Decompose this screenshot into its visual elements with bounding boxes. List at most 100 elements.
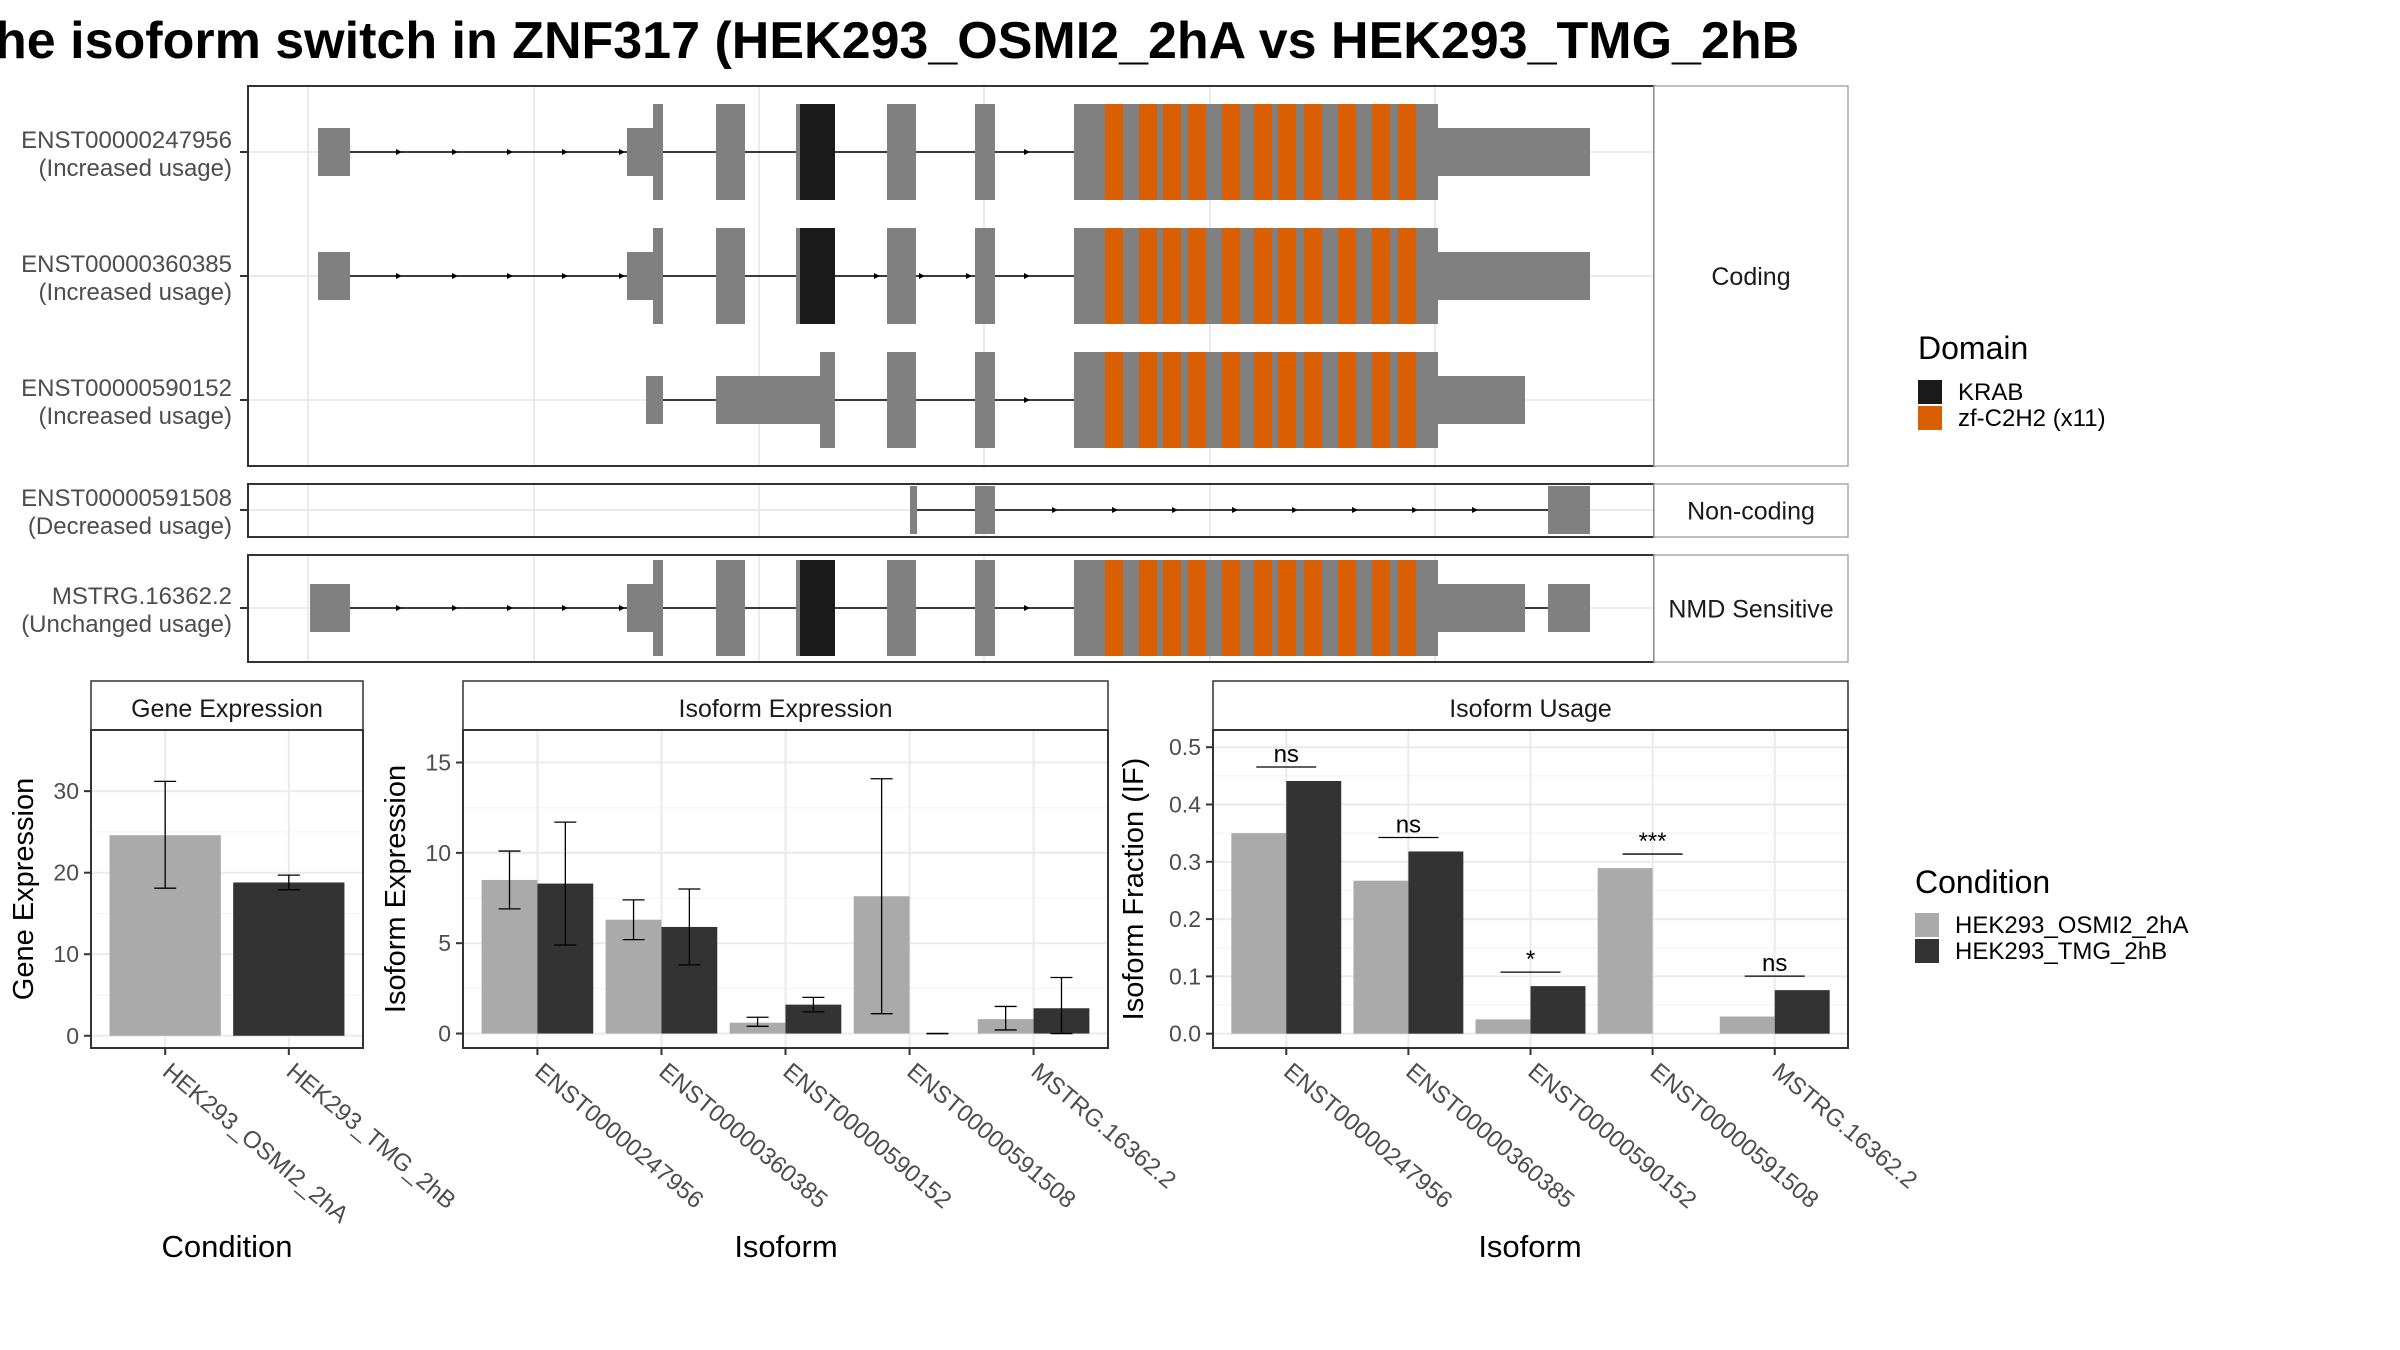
exon bbox=[627, 128, 655, 176]
zf-c2h2-domain bbox=[1163, 228, 1181, 324]
zf-c2h2-domain bbox=[1139, 104, 1157, 200]
exon bbox=[318, 252, 350, 300]
condition-legend-title: Condition bbox=[1915, 864, 2050, 900]
zf-c2h2-domain bbox=[1163, 104, 1181, 200]
legend-label: HEK293_TMG_2hB bbox=[1955, 938, 2167, 965]
facet-label: NMD Sensitive bbox=[1668, 596, 1833, 624]
transcript-usage-label: (Increased usage) bbox=[39, 279, 232, 306]
transcript-id-label: ENST00000590152 bbox=[21, 375, 232, 402]
exon bbox=[820, 352, 835, 448]
legend-swatch bbox=[1918, 380, 1942, 404]
legend-label: KRAB bbox=[1958, 379, 2023, 406]
exon bbox=[1438, 128, 1590, 176]
krab-domain bbox=[800, 560, 835, 656]
exon bbox=[975, 352, 995, 448]
bar bbox=[1774, 990, 1830, 1034]
exon bbox=[910, 486, 917, 534]
y-axis-title: Isoform Fraction (IF) bbox=[1118, 758, 1150, 1021]
zf-c2h2-domain bbox=[1254, 352, 1272, 448]
exon bbox=[653, 560, 663, 656]
zf-c2h2-domain bbox=[1188, 228, 1206, 324]
significance-label: ns bbox=[1762, 950, 1787, 977]
zf-c2h2-domain bbox=[1338, 228, 1356, 324]
direction-arrow bbox=[507, 149, 513, 155]
direction-arrow bbox=[1024, 397, 1030, 403]
y-tick-label: 0 bbox=[438, 1021, 451, 1047]
bar bbox=[1597, 868, 1653, 1034]
direction-arrow bbox=[452, 149, 458, 155]
zf-c2h2-domain bbox=[1338, 104, 1356, 200]
direction-arrow bbox=[396, 149, 402, 155]
exon bbox=[1548, 584, 1590, 632]
exon bbox=[975, 560, 995, 656]
direction-arrow bbox=[507, 605, 513, 611]
transcript-usage-label: (Increased usage) bbox=[39, 403, 232, 430]
zf-c2h2-domain bbox=[1304, 352, 1322, 448]
exon bbox=[716, 228, 745, 324]
zf-c2h2-domain bbox=[1278, 352, 1296, 448]
zf-c2h2-domain bbox=[1188, 352, 1206, 448]
y-tick-label: 0.4 bbox=[1169, 791, 1201, 817]
transcript-usage-label: (Decreased usage) bbox=[28, 513, 232, 540]
exon bbox=[653, 104, 663, 200]
y-tick-label: 0.2 bbox=[1169, 906, 1201, 932]
legend-label: zf-C2H2 (x11) bbox=[1958, 405, 2106, 432]
direction-arrow bbox=[619, 149, 625, 155]
direction-arrow bbox=[874, 273, 880, 279]
significance-label: ns bbox=[1396, 811, 1421, 838]
exon bbox=[887, 352, 916, 448]
y-axis-title: Isoform Expression bbox=[380, 765, 412, 1013]
direction-arrow bbox=[1292, 507, 1298, 513]
transcript-ENST00000590152 bbox=[646, 352, 1525, 448]
zf-c2h2-domain bbox=[1278, 228, 1296, 324]
bar bbox=[1719, 1016, 1775, 1034]
chart-isoform-usage: Isoform Usagensns****ns0.00.10.20.30.40.… bbox=[1118, 680, 1922, 1264]
y-tick-label: 10 bbox=[425, 840, 451, 866]
zf-c2h2-domain bbox=[1398, 104, 1416, 200]
legend-label: HEK293_OSMI2_2hA bbox=[1955, 912, 2188, 939]
exon bbox=[1438, 252, 1590, 300]
panel-border bbox=[90, 729, 364, 1049]
facet-strip bbox=[462, 680, 1109, 731]
exon bbox=[627, 584, 655, 632]
facet-strip bbox=[1653, 554, 1849, 663]
exon bbox=[1548, 486, 1590, 534]
transcript-id-label: ENST00000591508 bbox=[21, 485, 232, 512]
transcript-structure-plot: Coding Non-coding NMD Sensitive ENST0000024… bbox=[21, 85, 1849, 663]
exon bbox=[975, 486, 995, 534]
exon bbox=[716, 376, 822, 424]
zf-c2h2-domain bbox=[1163, 560, 1181, 656]
exon bbox=[1438, 584, 1525, 632]
zf-c2h2-domain bbox=[1254, 228, 1272, 324]
zf-c2h2-domain bbox=[1139, 560, 1157, 656]
bar bbox=[1353, 880, 1409, 1034]
exon bbox=[653, 228, 663, 324]
zf-c2h2-domain bbox=[1372, 104, 1390, 200]
direction-arrow bbox=[507, 273, 513, 279]
zf-c2h2-domain bbox=[1372, 560, 1390, 656]
direction-arrow bbox=[562, 149, 568, 155]
facet-strip bbox=[1653, 483, 1849, 538]
zf-c2h2-domain bbox=[1105, 352, 1123, 448]
bar bbox=[1286, 780, 1342, 1034]
y-tick-label: 0.1 bbox=[1169, 963, 1201, 989]
zf-c2h2-domain bbox=[1304, 228, 1322, 324]
zf-c2h2-domain bbox=[1188, 104, 1206, 200]
x-axis-title: Isoform bbox=[1478, 1229, 1581, 1264]
legend-swatch bbox=[1915, 939, 1939, 963]
exon bbox=[887, 104, 916, 200]
zf-c2h2-domain bbox=[1372, 352, 1390, 448]
direction-arrow bbox=[562, 273, 568, 279]
direction-arrow bbox=[1112, 507, 1118, 513]
direction-arrow bbox=[396, 273, 402, 279]
expression-charts: Gene Expression0102030HEK293_OSMI2_2hAHE… bbox=[8, 680, 1922, 1264]
zf-c2h2-domain bbox=[1139, 228, 1157, 324]
y-axis-title: Gene Expression bbox=[8, 778, 40, 1000]
y-tick-label: 0 bbox=[66, 1023, 79, 1049]
significance-label: * bbox=[1526, 946, 1535, 973]
zf-c2h2-domain bbox=[1222, 560, 1240, 656]
exon bbox=[975, 104, 995, 200]
direction-arrow bbox=[1352, 507, 1358, 513]
